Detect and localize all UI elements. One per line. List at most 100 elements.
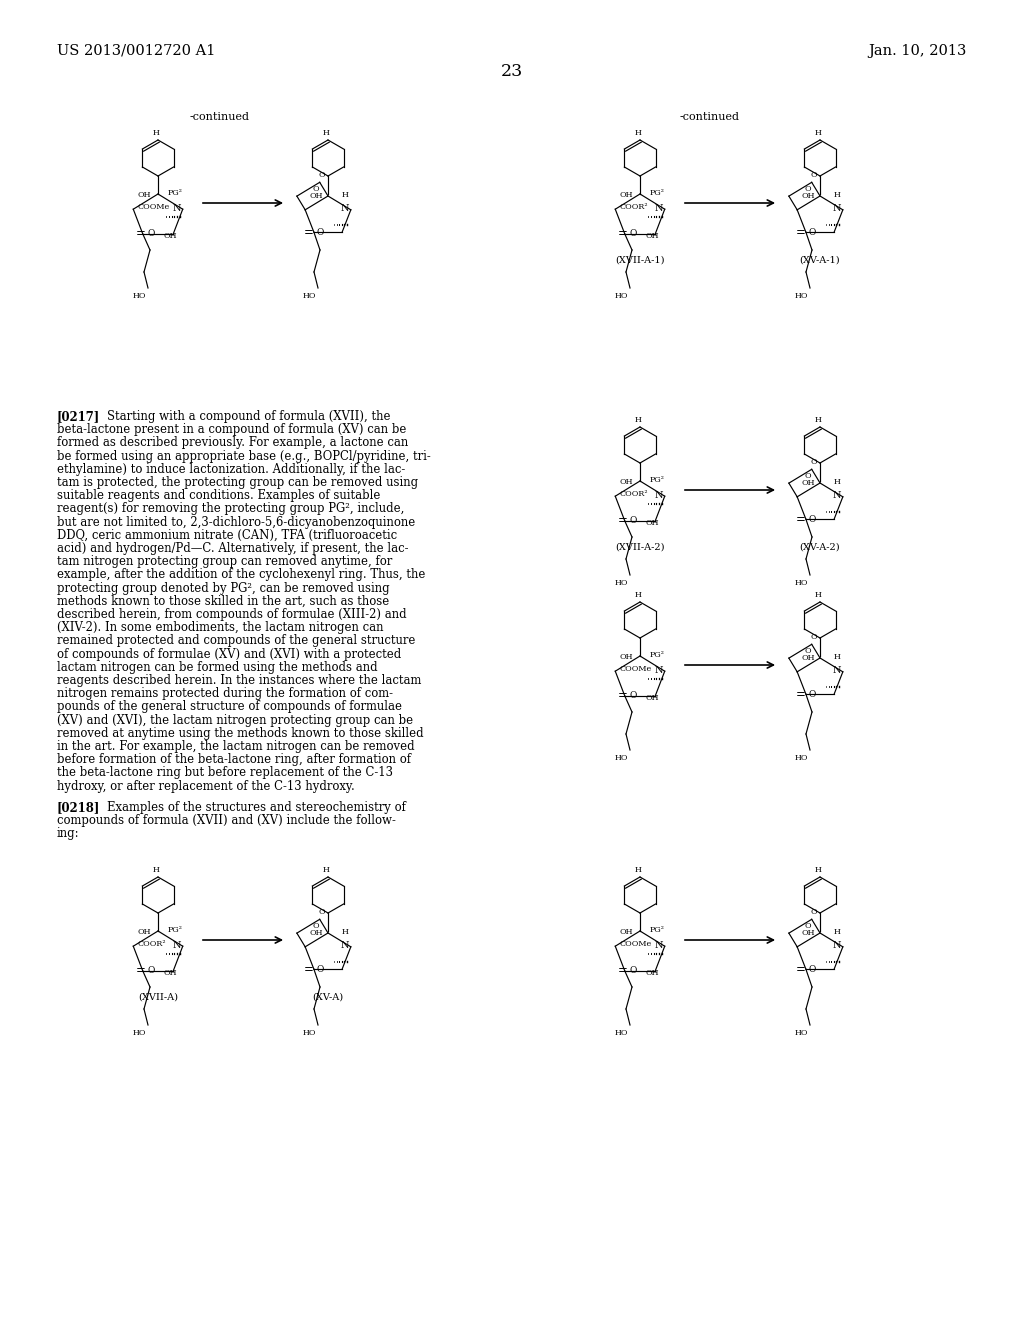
Text: O: O: [809, 515, 816, 524]
Text: O: O: [147, 966, 156, 975]
Text: H: H: [635, 866, 641, 874]
Text: [0217]: [0217]: [57, 411, 100, 422]
Text: PG²: PG²: [649, 927, 665, 935]
Text: O: O: [312, 185, 318, 193]
Text: H: H: [834, 928, 841, 936]
Text: =: =: [617, 689, 628, 702]
Text: O: O: [630, 516, 637, 525]
Text: H: H: [814, 129, 821, 137]
Text: HO: HO: [132, 1030, 146, 1038]
Text: N: N: [833, 491, 841, 500]
Text: O: O: [147, 230, 156, 239]
Text: US 2013/0012720 A1: US 2013/0012720 A1: [57, 44, 215, 58]
Text: COOMe: COOMe: [620, 665, 651, 673]
Text: (XV-A-2): (XV-A-2): [800, 543, 841, 552]
Text: -continued: -continued: [680, 112, 740, 121]
Text: O: O: [318, 172, 326, 180]
Text: OH: OH: [137, 191, 151, 199]
Text: pounds of the general structure of compounds of formulae: pounds of the general structure of compo…: [57, 701, 402, 713]
Text: O: O: [811, 172, 817, 180]
Text: (XV) and (XVI), the lactam nitrogen protecting group can be: (XV) and (XVI), the lactam nitrogen prot…: [57, 714, 413, 726]
Text: hydroxy, or after replacement of the C-13 hydroxy.: hydroxy, or after replacement of the C-1…: [57, 780, 354, 792]
Text: =: =: [797, 962, 806, 975]
Text: OH: OH: [801, 653, 815, 661]
Text: PG²: PG²: [167, 189, 182, 197]
Text: reagent(s) for removing the protecting group PG², include,: reagent(s) for removing the protecting g…: [57, 503, 404, 515]
Text: suitable reagents and conditions. Examples of suitable: suitable reagents and conditions. Exampl…: [57, 490, 380, 502]
Text: =: =: [304, 962, 314, 975]
Text: =: =: [797, 226, 806, 239]
Text: N: N: [340, 941, 349, 950]
Text: (XVII-A): (XVII-A): [138, 993, 178, 1002]
Text: reagents described herein. In the instances where the lactam: reagents described herein. In the instan…: [57, 675, 421, 686]
Text: before formation of the beta-lactone ring, after formation of: before formation of the beta-lactone rin…: [57, 754, 411, 766]
Text: =: =: [617, 227, 628, 240]
Text: O: O: [318, 908, 326, 916]
Text: =: =: [304, 226, 314, 239]
Text: O: O: [630, 966, 637, 975]
Text: =: =: [135, 227, 145, 240]
Text: OH: OH: [801, 479, 815, 487]
Text: OH: OH: [620, 478, 633, 486]
Text: protecting group denoted by PG², can be removed using: protecting group denoted by PG², can be …: [57, 582, 389, 594]
Text: N: N: [172, 941, 180, 949]
Text: the beta-lactone ring but before replacement of the C-13: the beta-lactone ring but before replace…: [57, 767, 393, 779]
Text: O: O: [809, 965, 816, 974]
Text: PG²: PG²: [649, 477, 665, 484]
Text: H: H: [323, 129, 330, 137]
Text: (XVII-A-1): (XVII-A-1): [615, 256, 665, 265]
Text: H: H: [834, 653, 841, 661]
Text: HO: HO: [795, 292, 808, 300]
Text: 23: 23: [501, 63, 523, 81]
Text: O: O: [809, 689, 816, 698]
Text: ethylamine) to induce lactonization. Additionally, if the lac-: ethylamine) to induce lactonization. Add…: [57, 463, 406, 475]
Text: OH: OH: [646, 969, 659, 977]
Text: OH: OH: [164, 232, 177, 240]
Text: H: H: [341, 191, 348, 199]
Text: OH: OH: [801, 191, 815, 199]
Text: OH: OH: [646, 694, 659, 702]
Text: O: O: [811, 458, 817, 466]
Text: (XV-A-1): (XV-A-1): [800, 256, 841, 265]
Text: HO: HO: [614, 579, 628, 587]
Text: N: N: [654, 665, 663, 675]
Text: O: O: [312, 923, 318, 931]
Text: Starting with a compound of formula (XVII), the: Starting with a compound of formula (XVI…: [106, 411, 390, 422]
Text: O: O: [804, 923, 811, 931]
Text: O: O: [804, 473, 811, 480]
Text: methods known to those skilled in the art, such as those: methods known to those skilled in the ar…: [57, 595, 389, 607]
Text: nitrogen remains protected during the formation of com-: nitrogen remains protected during the fo…: [57, 688, 393, 700]
Text: =: =: [135, 965, 145, 977]
Text: COOR²: COOR²: [620, 490, 648, 498]
Text: OH: OH: [309, 191, 323, 199]
Text: HO: HO: [795, 1030, 808, 1038]
Text: OH: OH: [646, 519, 659, 527]
Text: COOR²: COOR²: [620, 203, 648, 211]
Text: H: H: [834, 478, 841, 486]
Text: formed as described previously. For example, a lactone can: formed as described previously. For exam…: [57, 437, 409, 449]
Text: HO: HO: [614, 1030, 628, 1038]
Text: H: H: [834, 191, 841, 199]
Text: HO: HO: [132, 292, 146, 300]
Text: PG²: PG²: [167, 927, 182, 935]
Text: lactam nitrogen can be formed using the methods and: lactam nitrogen can be formed using the …: [57, 661, 378, 673]
Text: COOMe: COOMe: [620, 940, 651, 948]
Text: tam is protected, the protecting group can be removed using: tam is protected, the protecting group c…: [57, 477, 418, 488]
Text: N: N: [654, 941, 663, 949]
Text: PG²: PG²: [649, 651, 665, 659]
Text: HO: HO: [302, 292, 316, 300]
Text: N: N: [172, 203, 180, 213]
Text: described herein, from compounds of formulae (XIII-2) and: described herein, from compounds of form…: [57, 609, 407, 620]
Text: COOMe: COOMe: [137, 203, 170, 211]
Text: in the art. For example, the lactam nitrogen can be removed: in the art. For example, the lactam nitr…: [57, 741, 415, 752]
Text: N: N: [833, 941, 841, 950]
Text: (XVII-A-2): (XVII-A-2): [615, 543, 665, 552]
Text: but are not limited to, 2,3-dichloro-5,6-dicyanobenzoquinone: but are not limited to, 2,3-dichloro-5,6…: [57, 516, 416, 528]
Text: DDQ, ceric ammonium nitrate (CAN), TFA (trifluoroacetic: DDQ, ceric ammonium nitrate (CAN), TFA (…: [57, 529, 397, 541]
Text: O: O: [804, 647, 811, 655]
Text: of compounds of formulae (XV) and (XVI) with a protected: of compounds of formulae (XV) and (XVI) …: [57, 648, 401, 660]
Text: N: N: [340, 205, 349, 214]
Text: H: H: [814, 866, 821, 874]
Text: N: N: [654, 203, 663, 213]
Text: HO: HO: [614, 292, 628, 300]
